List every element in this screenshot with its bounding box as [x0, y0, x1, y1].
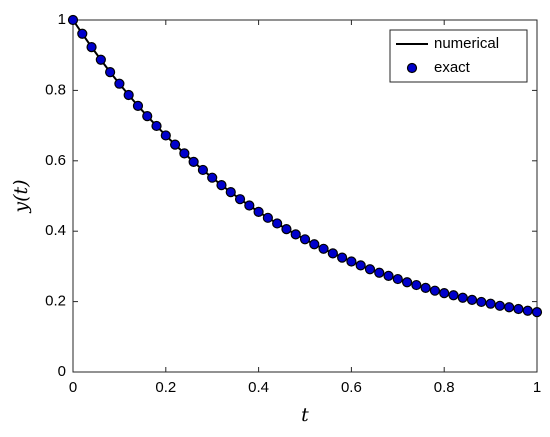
marker: [262, 212, 273, 223]
marker: [429, 285, 441, 296]
x-tick-label: 0.8: [434, 379, 455, 396]
y-tick-label: 0: [58, 363, 66, 380]
marker: [67, 14, 79, 26]
marker: [86, 42, 97, 53]
x-tick-label: 0.2: [155, 379, 176, 396]
marker: [234, 194, 246, 205]
marker: [355, 260, 366, 271]
marker: [448, 290, 459, 301]
marker: [504, 302, 515, 313]
marker: [309, 239, 320, 250]
marker: [216, 179, 227, 191]
marker: [327, 248, 338, 259]
marker: [95, 54, 106, 65]
marker: [411, 279, 422, 291]
marker: [114, 78, 125, 89]
marker: [318, 243, 329, 254]
x-tick-label: 0: [69, 379, 77, 396]
marker: [485, 298, 496, 309]
x-axis-label: t: [301, 404, 309, 426]
marker: [383, 270, 394, 282]
marker: [253, 206, 264, 217]
marker: [123, 89, 134, 101]
x-tick-label: 0.4: [248, 379, 269, 396]
legend-label: exact: [434, 59, 471, 76]
marker: [476, 296, 487, 308]
marker: [346, 256, 357, 267]
marker: [513, 303, 524, 315]
marker: [188, 156, 199, 167]
legend-symbol: [406, 62, 418, 74]
marker: [169, 139, 181, 150]
x-tick-label: 1: [533, 379, 541, 396]
marker: [531, 307, 543, 318]
marker: [337, 252, 348, 263]
marker: [77, 28, 88, 39]
y-tick-label: 1: [58, 11, 66, 28]
marker: [494, 300, 505, 311]
marker: [197, 164, 209, 176]
marker: [522, 305, 533, 316]
marker: [244, 200, 255, 211]
y-tick-label: 0.6: [45, 152, 66, 169]
marker: [401, 277, 413, 288]
marker: [272, 218, 283, 229]
marker: [142, 110, 153, 122]
y-tick-label: 0.8: [45, 81, 66, 98]
y-axis-label: y(t): [10, 179, 32, 213]
marker: [290, 229, 301, 240]
marker: [374, 267, 385, 278]
marker: [364, 264, 376, 275]
marker: [225, 187, 236, 198]
marker: [207, 172, 218, 183]
marker: [179, 148, 190, 159]
y-tick-label: 0.2: [45, 293, 66, 310]
y-tick-label: 0.4: [45, 222, 66, 239]
marker: [151, 120, 162, 132]
marker: [466, 294, 478, 305]
marker: [457, 292, 468, 303]
marker: [439, 288, 450, 299]
x-tick-label: 0.6: [341, 379, 362, 396]
marker: [392, 273, 403, 285]
legend-box: [389, 29, 528, 83]
marker: [281, 223, 292, 235]
marker: [132, 100, 144, 111]
marker: [105, 66, 116, 78]
marker: [420, 282, 431, 293]
marker: [160, 130, 171, 141]
legend-label: numerical: [434, 35, 499, 52]
marker: [299, 234, 311, 245]
